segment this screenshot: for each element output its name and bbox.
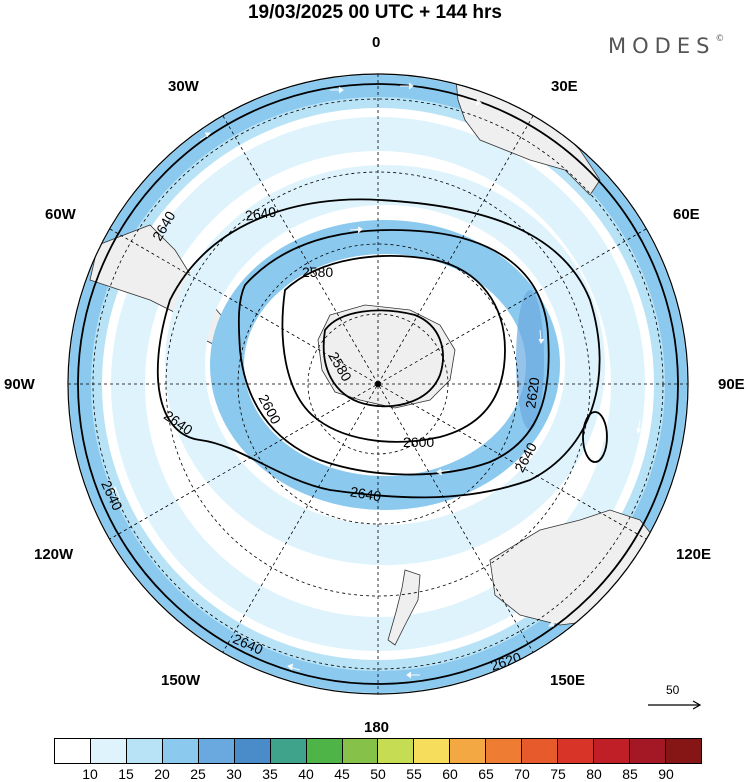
colorbar-swatch bbox=[90, 739, 127, 763]
lon-label-150e: 150E bbox=[550, 672, 586, 689]
colorbar-tick-label: 80 bbox=[586, 766, 602, 782]
lon-label-60w: 60W bbox=[45, 206, 76, 223]
lon-label-60e: 60E bbox=[673, 206, 700, 223]
colorbar-swatch bbox=[414, 739, 451, 763]
graticule bbox=[68, 74, 688, 694]
colorbar-tick-label: 50 bbox=[370, 766, 386, 782]
colorbar-swatch bbox=[630, 739, 666, 763]
colorbar-tick-label: 65 bbox=[478, 766, 494, 782]
colorbar-swatch bbox=[198, 739, 235, 763]
colorbar-swatch bbox=[665, 739, 701, 763]
colorbar-swatch bbox=[270, 739, 307, 763]
geopotential-contours bbox=[77, 83, 679, 685]
colorbar-tick-label: 25 bbox=[190, 766, 206, 782]
new-zealand-land bbox=[387, 569, 421, 646]
colorbar-tick-label: 70 bbox=[514, 766, 530, 782]
colorbar-tick-label: 20 bbox=[154, 766, 170, 782]
colorbar-swatch bbox=[306, 739, 343, 763]
colorbar-swatch bbox=[55, 739, 91, 763]
lon-label-120w: 120W bbox=[34, 546, 74, 563]
colorbar-tick-label: 60 bbox=[442, 766, 458, 782]
colorbar-swatch bbox=[594, 739, 630, 763]
colorbar-swatch bbox=[162, 739, 199, 763]
colorbar-tick-label: 40 bbox=[298, 766, 314, 782]
colorbar-tick-label: 30 bbox=[226, 766, 242, 782]
contour-label: 2580 bbox=[302, 264, 333, 280]
contour-label: 2640 bbox=[244, 203, 277, 223]
reference-vector-label: 50 bbox=[666, 683, 680, 697]
colorbar-swatch bbox=[558, 739, 595, 763]
map-border bbox=[67, 73, 689, 695]
contour-label: 2620 bbox=[522, 376, 542, 409]
contour-label: 2640 bbox=[349, 483, 383, 504]
wind-vectors bbox=[109, 82, 642, 679]
colorbar-tick-label: 15 bbox=[118, 766, 134, 782]
colorbar-tick-label: 35 bbox=[262, 766, 278, 782]
contour-label: 2600 bbox=[403, 434, 434, 450]
colorbar-tick-label: 85 bbox=[622, 766, 638, 782]
colorbar-swatch bbox=[342, 739, 379, 763]
modes-logo: MODES© bbox=[608, 34, 725, 58]
antarctica-land bbox=[317, 304, 456, 409]
contour-label: 2640 bbox=[583, 127, 618, 159]
lon-label-30w: 30W bbox=[168, 78, 199, 95]
colorbar-swatch bbox=[378, 739, 415, 763]
colorbar-tick-label: 10 bbox=[82, 766, 98, 782]
lon-label-90e: 90E bbox=[718, 376, 745, 393]
colorbar bbox=[54, 738, 702, 764]
colorbar-tick-label: 45 bbox=[334, 766, 350, 782]
colorbar-labels: 10 15 20 25 30 35 40 45 50 55 60 65 70 75 80 85 90 bbox=[54, 766, 702, 782]
colorbar-tick-label: 75 bbox=[550, 766, 566, 782]
lon-label-120e: 120E bbox=[676, 546, 712, 563]
polar-stereographic-map: 2640 2640 2640 2640 2640 2640 2640 2640 … bbox=[67, 73, 702, 710]
reference-vector-arrow bbox=[648, 700, 702, 710]
colorbar-swatch bbox=[126, 739, 163, 763]
colorbar-swatch bbox=[450, 739, 487, 763]
colorbar-swatch bbox=[486, 739, 523, 763]
lon-label-90w: 90W bbox=[4, 376, 35, 393]
colorbar-swatch bbox=[522, 739, 559, 763]
south-pole-marker bbox=[375, 381, 381, 387]
lon-label-150w: 150W bbox=[161, 672, 201, 689]
colorbar-swatch bbox=[234, 739, 271, 763]
lon-label-180: 180 bbox=[364, 719, 390, 736]
lon-label-30e: 30E bbox=[551, 78, 578, 95]
lon-label-0: 0 bbox=[372, 34, 381, 51]
colorbar-tick-label: 55 bbox=[406, 766, 422, 782]
map-title: 19/03/2025 00 UTC + 144 hrs bbox=[247, 2, 503, 23]
jet-band-inner-fringe bbox=[165, 165, 605, 565]
jet-max-east bbox=[516, 290, 544, 430]
colorbar-tick-label: 90 bbox=[658, 766, 674, 782]
